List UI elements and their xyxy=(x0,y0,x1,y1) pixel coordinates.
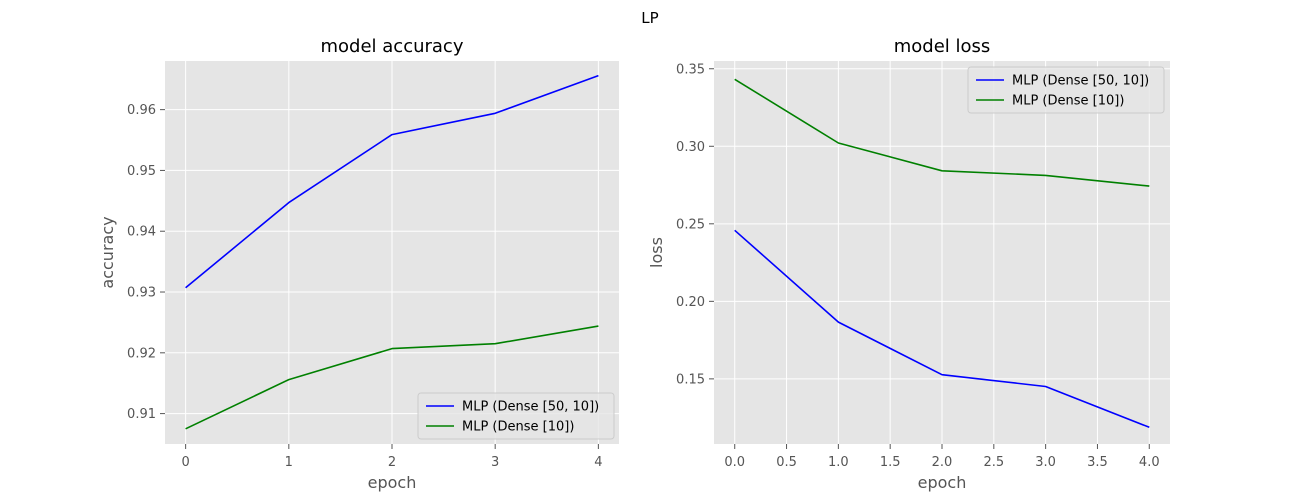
loss-series-line-1 xyxy=(734,229,1150,429)
loss-x-tick-label: 1.0 xyxy=(828,455,849,470)
loss-y-tick-label: 0.15 xyxy=(676,372,705,387)
loss-y-tick-label: 0.35 xyxy=(676,62,705,77)
accuracy-legend-label-1: MLP (Dense [50, 10]) xyxy=(462,400,599,415)
loss-chart-title: model loss xyxy=(894,36,991,57)
loss-x-tick-label: 4.0 xyxy=(1139,455,1160,470)
accuracy-x-tick-label: 3 xyxy=(491,455,499,470)
accuracy-x-tick-label: 1 xyxy=(285,455,293,470)
loss-y-axis-label: loss xyxy=(647,237,666,268)
loss-y-tick-label: 0.30 xyxy=(676,140,705,155)
accuracy-y-tick-label: 0.94 xyxy=(127,225,156,240)
loss-x-tick-label: 0.0 xyxy=(724,455,745,470)
figure-suptitle: LP xyxy=(641,9,658,27)
accuracy-y-tick-label: 0.92 xyxy=(127,346,156,361)
loss-x-tick-label: 3.0 xyxy=(1035,455,1056,470)
accuracy-x-tick-label: 0 xyxy=(181,455,189,470)
loss-chart: 0.0 0.5 1.0 1.5 2.0 2.5 3.0 3.5 4.0 0.15 0.20 0.25 0… xyxy=(647,36,1170,492)
accuracy-x-axis-label: epoch xyxy=(368,473,417,492)
loss-x-tick-label: 2.5 xyxy=(983,455,1004,470)
accuracy-y-axis-label: accuracy xyxy=(98,216,117,288)
accuracy-y-tick-label: 0.91 xyxy=(127,407,156,422)
accuracy-legend-frame xyxy=(417,392,615,440)
loss-x-tick-label: 0.5 xyxy=(776,455,797,470)
accuracy-series-line-1 xyxy=(185,74,599,289)
loss-series-line-2 xyxy=(734,78,1150,187)
accuracy-x-tick-label: 4 xyxy=(594,455,602,470)
accuracy-x-tick-label: 2 xyxy=(388,455,396,470)
accuracy-y-tick-label: 0.96 xyxy=(127,103,156,118)
accuracy-series-line-2 xyxy=(185,325,599,430)
loss-legend-label-2: MLP (Dense [10]) xyxy=(1012,94,1124,109)
loss-x-tick-label: 2.0 xyxy=(932,455,953,470)
loss-x-tick-label: 3.5 xyxy=(1087,455,1108,470)
accuracy-legend: MLP (Dense [50, 10]) MLP (Dense [10]) xyxy=(417,392,615,440)
loss-legend-frame xyxy=(967,66,1165,114)
loss-y-tick-label: 0.20 xyxy=(676,295,705,310)
loss-x-tick-label: 1.5 xyxy=(880,455,901,470)
accuracy-chart: 0 1 2 3 4 0.91 0.92 0.93 0.94 0.95 0.96 model accur… xyxy=(98,36,619,492)
accuracy-y-tick-label: 0.95 xyxy=(127,164,156,179)
loss-x-axis-label: epoch xyxy=(918,473,967,492)
loss-legend-label-1: MLP (Dense [50, 10]) xyxy=(1012,74,1149,89)
accuracy-y-tick-label: 0.93 xyxy=(127,286,156,301)
accuracy-chart-title: model accuracy xyxy=(321,36,464,57)
loss-legend: MLP (Dense [50, 10]) MLP (Dense [10]) xyxy=(967,66,1165,114)
loss-y-tick-label: 0.25 xyxy=(676,217,705,232)
accuracy-legend-label-2: MLP (Dense [10]) xyxy=(462,420,574,435)
